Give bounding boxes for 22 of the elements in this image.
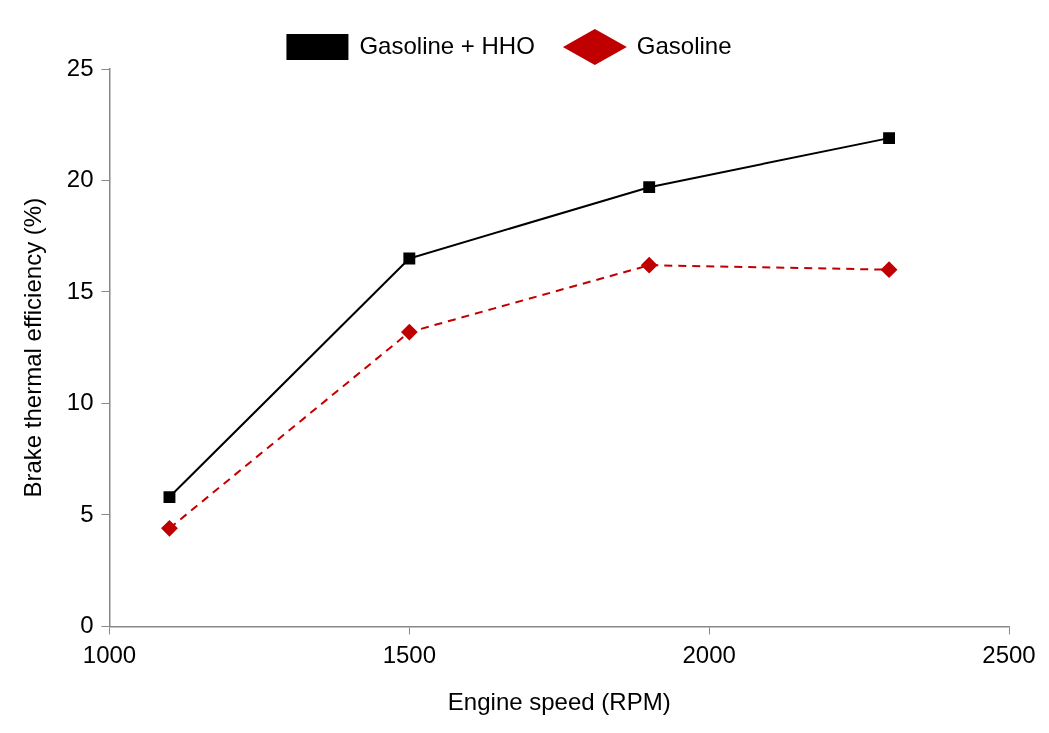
point (163, 491, 176, 504)
y-tick-label: 0 (80, 611, 94, 639)
y-tick-label: 10 (66, 388, 94, 416)
legend-label: Gasoline (636, 31, 732, 59)
point (161, 520, 178, 537)
point (403, 252, 416, 265)
point (883, 132, 896, 145)
y-tick-label: 20 (66, 165, 94, 193)
x-tick-label: 2500 (982, 641, 1036, 669)
point (641, 257, 658, 274)
x-tick-label: 1000 (82, 641, 137, 669)
point (881, 261, 898, 278)
x-axis-title: Engine speed (RPM) (447, 688, 671, 716)
point (401, 324, 418, 341)
y-tick-label: 5 (80, 499, 94, 527)
legend-label: Gasoline + HHO (359, 31, 535, 59)
y-axis-title: Brake thermal efficiency (%) (19, 197, 47, 498)
y-tick-label: 25 (66, 53, 94, 81)
x-tick-label: 1500 (382, 641, 437, 669)
y-tick-label: 15 (66, 276, 94, 304)
x-tick-label: 2000 (682, 641, 736, 669)
point (643, 181, 656, 194)
